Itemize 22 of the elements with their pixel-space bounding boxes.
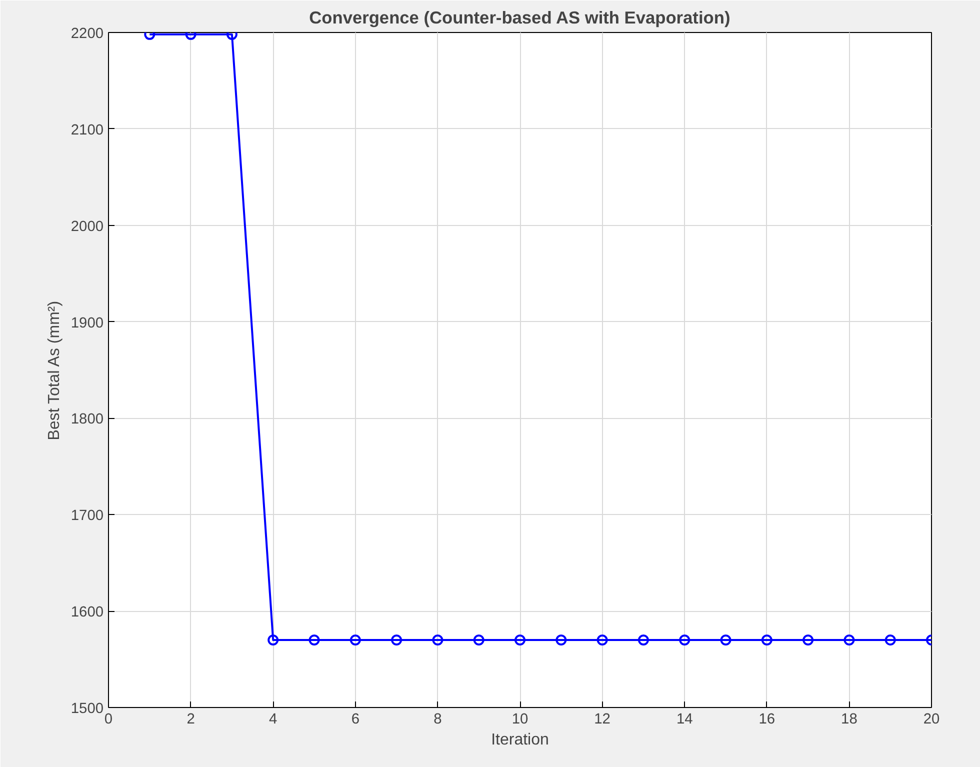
- y-tick-label: 1900: [70, 315, 104, 332]
- x-axis-title: Iteration: [491, 732, 549, 748]
- x-tick-label: 2: [186, 712, 195, 728]
- x-tick-label: 0: [104, 712, 113, 728]
- y-tick-label: 2200: [70, 26, 104, 42]
- chart-title: Convergence (Counter-based AS with Evaporation): [309, 8, 730, 28]
- y-tick-label: 1800: [70, 412, 104, 428]
- y-tick-label: 2000: [70, 218, 104, 235]
- y-tick-label: 1600: [70, 604, 104, 621]
- y-tick-label: 2100: [70, 122, 104, 138]
- x-tick-label: 12: [594, 712, 610, 728]
- x-tick-label: 8: [434, 712, 442, 728]
- y-tick-label: 1700: [70, 508, 104, 524]
- y-axis-title: Best Total As (mm²): [46, 300, 63, 440]
- x-tick-label: 18: [841, 712, 858, 728]
- x-tick-label: 20: [923, 712, 940, 728]
- y-tick-label: 1500: [70, 701, 104, 717]
- x-tick-label: 6: [351, 712, 360, 728]
- x-tick-label: 16: [758, 712, 776, 728]
- x-tick-label: 14: [676, 712, 693, 728]
- x-tick-label: 4: [269, 712, 278, 728]
- x-tick-label: 10: [512, 712, 528, 728]
